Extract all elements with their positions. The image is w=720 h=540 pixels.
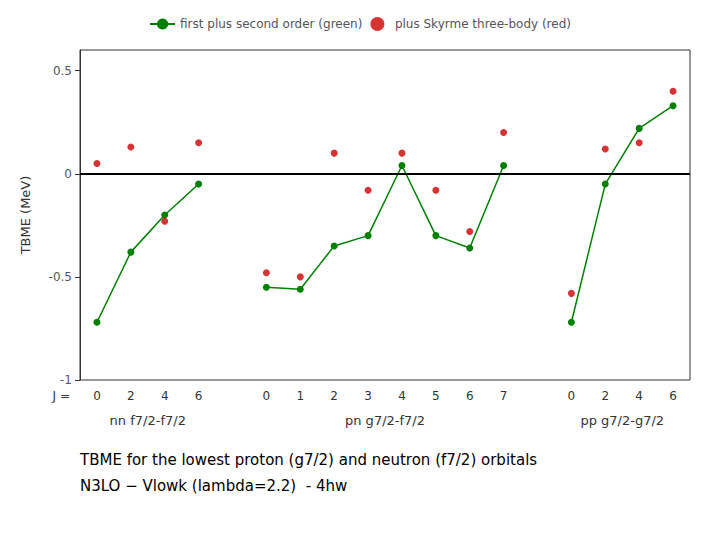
svg-text:1: 1 [296, 389, 304, 403]
svg-text:nn f7/2-f7/2: nn f7/2-f7/2 [110, 413, 186, 428]
svg-text:-0.5: -0.5 [49, 270, 72, 284]
svg-text:6: 6 [466, 389, 474, 403]
svg-text:N3LO − Vlowk (lambda=2.2) - 4: N3LO − Vlowk (lambda=2.2) - 4hw [80, 477, 347, 495]
svg-text:6: 6 [195, 389, 203, 403]
svg-text:4: 4 [161, 389, 169, 403]
svg-text:2: 2 [330, 389, 338, 403]
svg-text:0: 0 [568, 389, 576, 403]
svg-text:-1: -1 [60, 373, 72, 387]
svg-text:0: 0 [263, 389, 271, 403]
svg-text:TBME for the lowest proton (g7: TBME for the lowest proton (g7/2) and ne… [79, 451, 537, 469]
svg-text:0: 0 [93, 389, 101, 403]
svg-text:2: 2 [601, 389, 609, 403]
svg-text:2: 2 [127, 389, 135, 403]
svg-text:pn g7/2-f7/2: pn g7/2-f7/2 [345, 413, 425, 428]
svg-text:J =: J = [52, 389, 70, 403]
svg-text:6: 6 [669, 389, 677, 403]
svg-text:0: 0 [64, 167, 72, 181]
svg-text:TBME (MeV): TBME (MeV) [18, 176, 33, 256]
svg-text:4: 4 [635, 389, 643, 403]
svg-text:5: 5 [432, 389, 440, 403]
svg-text:plus Skyrme three-body (red): plus Skyrme three-body (red) [395, 17, 571, 31]
svg-text:pp g7/2-g7/2: pp g7/2-g7/2 [580, 413, 664, 428]
svg-text:0.5: 0.5 [53, 64, 72, 78]
svg-text:3: 3 [364, 389, 372, 403]
svg-text:4: 4 [398, 389, 406, 403]
svg-text:7: 7 [500, 389, 508, 403]
svg-text:first plus second order (green: first plus second order (green) [180, 17, 362, 31]
